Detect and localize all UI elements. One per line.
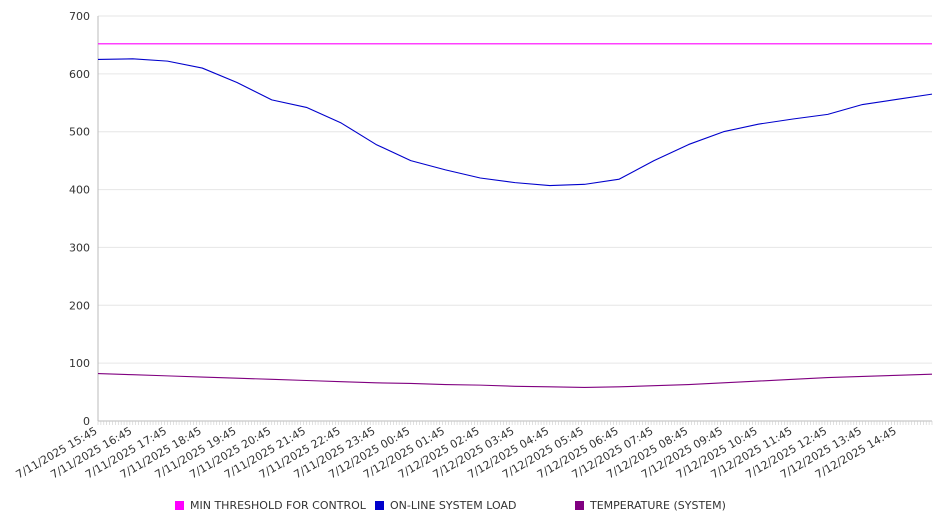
legend-swatch-min-threshold — [175, 501, 184, 510]
legend-swatch-system-load — [375, 501, 384, 510]
y-tick-label: 100 — [69, 357, 90, 370]
legend-swatch-temperature — [575, 501, 584, 510]
y-tick-label: 200 — [69, 299, 90, 312]
series — [97, 43, 933, 388]
y-tick-label: 700 — [69, 10, 90, 23]
y-tick-label: 600 — [69, 68, 90, 81]
y-tick-label: 300 — [69, 241, 90, 254]
y-tick-label: 500 — [69, 126, 90, 139]
legend-item-temperature[interactable]: TEMPERATURE (SYSTEM) — [575, 499, 726, 512]
series-line-temperature — [97, 373, 933, 388]
legend-label-temperature: TEMPERATURE (SYSTEM) — [590, 499, 726, 512]
grid — [98, 15, 932, 422]
legend-item-min-threshold[interactable]: MIN THRESHOLD FOR CONTROL — [175, 499, 366, 512]
y-tick-label: 0 — [83, 415, 90, 428]
legend-label-system-load: ON-LINE SYSTEM LOAD — [390, 499, 517, 512]
axes — [97, 16, 933, 425]
legend-item-system-load[interactable]: ON-LINE SYSTEM LOAD — [375, 499, 516, 512]
x-tick-labels: 7/11/2025 15:457/11/2025 16:457/11/2025 … — [14, 424, 899, 481]
series-line-system-load — [97, 58, 933, 187]
y-tick-label: 400 — [69, 184, 90, 197]
legend-label-min-threshold: MIN THRESHOLD FOR CONTROL — [190, 499, 366, 512]
legend: MIN THRESHOLD FOR CONTROL ON-LINE SYSTEM… — [0, 497, 946, 515]
y-tick-labels: 0 100 200 300 400 500 600 700 — [69, 10, 90, 428]
